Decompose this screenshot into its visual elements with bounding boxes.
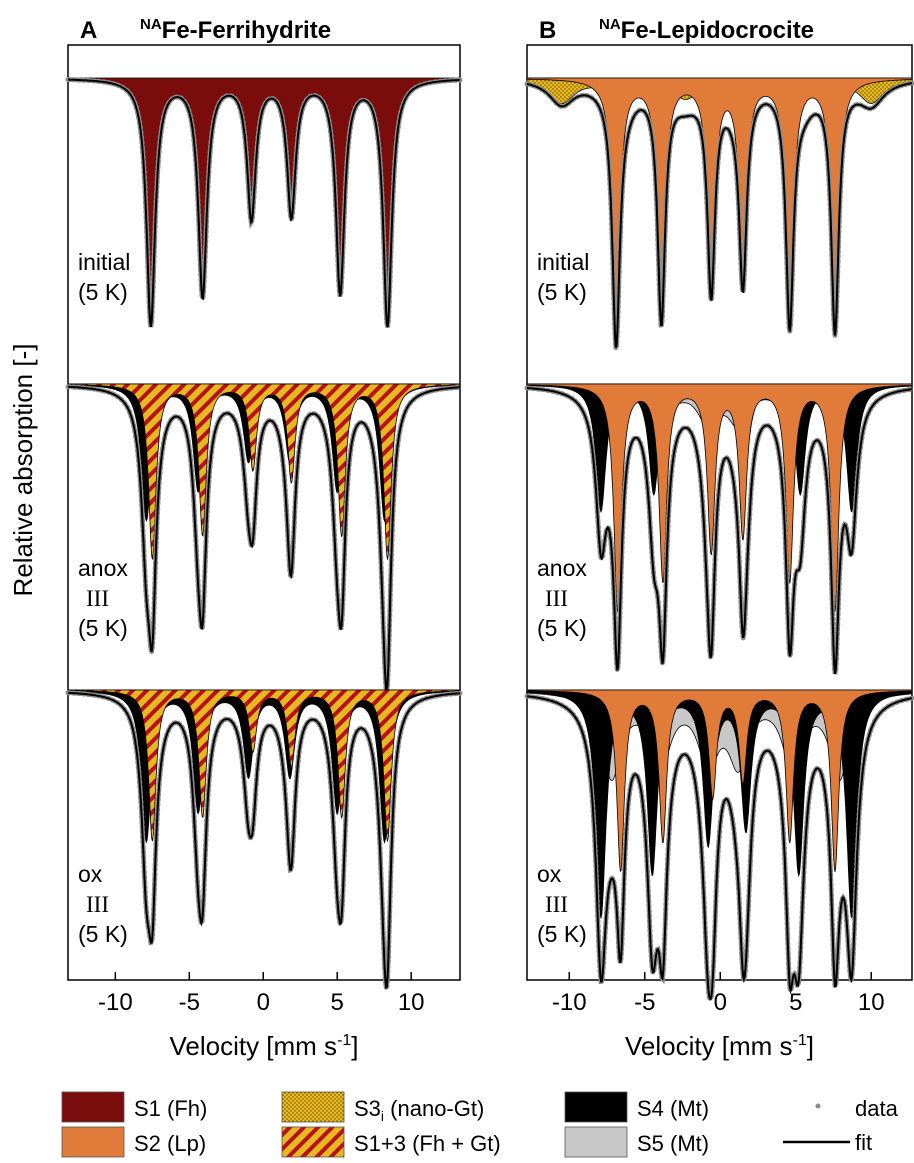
- spectrum-label: ox: [78, 861, 103, 887]
- component-area: [67, 689, 461, 842]
- legend-swatch: [281, 1091, 345, 1123]
- spectrum-label: (5 K): [537, 921, 587, 947]
- data-trace: [65, 384, 463, 693]
- legend-label: S1 (Fh): [134, 1096, 207, 1121]
- legend-label: S2 (Lp): [134, 1131, 206, 1156]
- x-tick-label: 0: [257, 989, 270, 1016]
- fit-line: [526, 695, 913, 1001]
- title-superscript: NA: [140, 16, 162, 33]
- x-tick-label: -10: [552, 989, 587, 1016]
- spectrum-label: anox: [537, 555, 587, 581]
- x-tick-label: -5: [179, 989, 200, 1016]
- legend-label: S5 (Mt): [637, 1131, 709, 1156]
- x-label-text: Velocity [mm s: [169, 1031, 337, 1061]
- panel-title: NAFe-Lepidocrocite: [599, 16, 814, 44]
- legend-text: S1+3 (Fh + Gt): [354, 1131, 501, 1156]
- fit-line: [68, 78, 460, 328]
- x-tick-label: 10: [858, 989, 885, 1016]
- spectrum-label: III: [545, 892, 568, 917]
- fit-line: [68, 691, 461, 990]
- x-tick-label: 5: [331, 989, 344, 1016]
- spectrum-label: initial: [537, 249, 589, 275]
- component-area: [526, 689, 913, 873]
- spectrum-label: initial: [78, 249, 130, 275]
- spectrum-label: III: [86, 892, 109, 917]
- panel-label: A: [80, 17, 97, 44]
- spectrum-label: ox: [537, 861, 562, 887]
- x-tick-label: 10: [398, 989, 425, 1016]
- x-label-sup: -1: [793, 1032, 807, 1049]
- title-text: Fe-Lepidocrocite: [621, 17, 814, 44]
- x-label-end: ]: [351, 1031, 358, 1061]
- x-label-text: Velocity [mm s: [625, 1031, 793, 1061]
- fit-line: [526, 82, 913, 349]
- legend-subscript: i: [381, 1108, 384, 1124]
- legend-data-marker: [815, 1103, 821, 1109]
- x-tick-label: -10: [98, 989, 133, 1016]
- legend-suffix: (nano-Gt): [384, 1096, 484, 1121]
- x-label-sup: -1: [337, 1032, 351, 1049]
- spectrum-label: (5 K): [78, 921, 128, 947]
- component-area: [526, 77, 913, 328]
- fit-line: [68, 385, 461, 692]
- panel-title: NAFe-Ferrihydrite: [140, 16, 331, 44]
- legend-text: S3: [354, 1096, 381, 1121]
- x-axis-label: Velocity [mm s-1]: [169, 1031, 358, 1061]
- legend-label: S1+3 (Fh + Gt): [354, 1131, 501, 1156]
- plot-frame: [67, 44, 461, 981]
- legend-swatch: [564, 1126, 628, 1158]
- x-tick-label: 0: [714, 989, 727, 1016]
- spectrum-label: (5 K): [537, 279, 587, 305]
- plot-frame: [526, 44, 913, 981]
- spectrum-label: anox: [78, 555, 128, 581]
- title-superscript: NA: [599, 16, 621, 33]
- legend-text: S5 (Mt): [637, 1131, 709, 1156]
- title-text: Fe-Ferrihydrite: [162, 17, 331, 44]
- panel-label: B: [539, 17, 556, 44]
- component-area: [526, 383, 913, 613]
- legend-label: S3i (nano-Gt): [354, 1096, 484, 1124]
- legend-swatch: [61, 1126, 125, 1158]
- legend-swatch: [61, 1091, 125, 1123]
- legend-text: S1 (Fh): [134, 1096, 207, 1121]
- x-tick-label: -5: [634, 989, 655, 1016]
- legend-label: fit: [855, 1130, 872, 1155]
- spectrum-label: III: [545, 586, 568, 611]
- fit-line: [527, 387, 913, 675]
- legend-label: S4 (Mt): [637, 1096, 709, 1121]
- legend-text: S4 (Mt): [637, 1096, 709, 1121]
- y-axis-label: Relative absorption [-]: [8, 344, 38, 597]
- x-label-end: ]: [807, 1031, 814, 1061]
- x-tick-label: 5: [789, 989, 802, 1016]
- spectrum-label: (5 K): [78, 615, 128, 641]
- legend-label: data: [855, 1096, 899, 1121]
- legend-swatch: [564, 1091, 628, 1123]
- component-area: [67, 383, 461, 560]
- x-axis-label: Velocity [mm s-1]: [625, 1031, 814, 1061]
- component-area: [526, 689, 913, 919]
- spectrum-label: (5 K): [537, 615, 587, 641]
- legend-text: S2 (Lp): [134, 1131, 206, 1156]
- legend-swatch: [281, 1126, 345, 1158]
- spectrum-label: III: [86, 586, 109, 611]
- spectrum-label: (5 K): [78, 279, 128, 305]
